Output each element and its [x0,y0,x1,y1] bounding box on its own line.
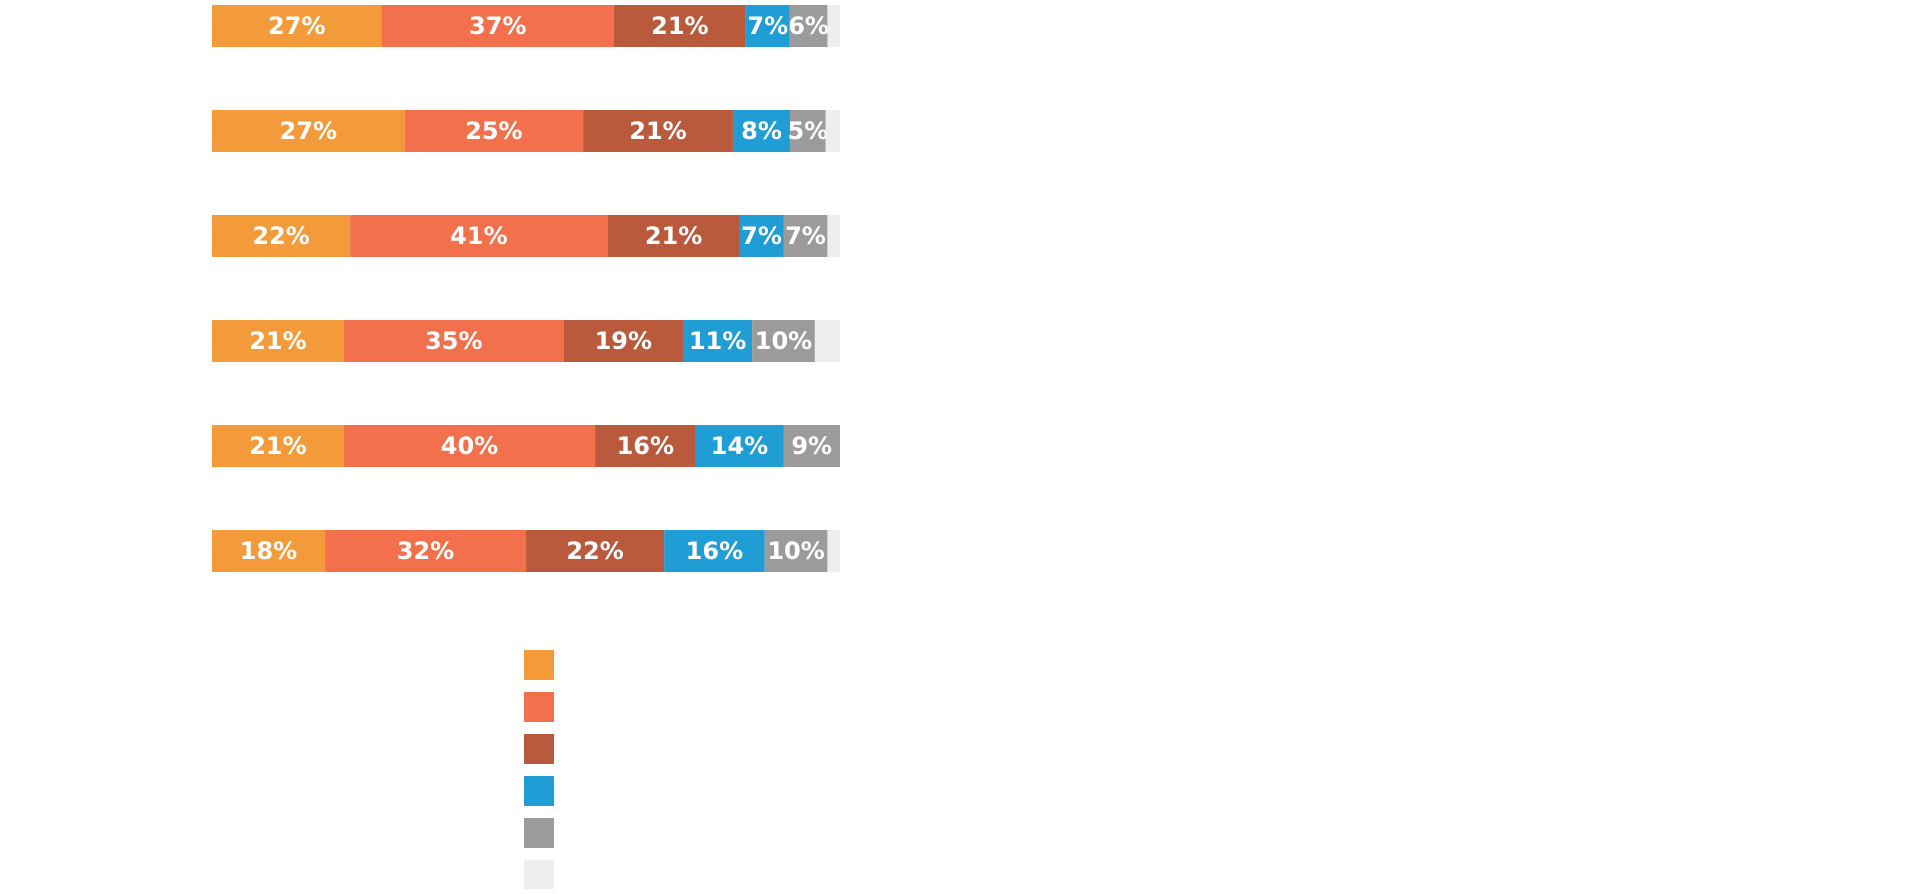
bar-segment [664,530,765,572]
bar-segment [613,5,746,47]
legend-swatch [524,776,554,806]
bar-segment [739,215,784,257]
bar-row: 18% 32% 22% 16% 10% [212,530,840,572]
data-label: 11% [689,327,746,355]
bar-row: 22% 41% 21% 7% 7% [212,215,840,257]
bar-segment [783,215,828,257]
bar-segment [789,5,828,47]
bar-row: 21% 40% 16% 14% 9% [212,425,840,467]
bar-segment [212,5,382,47]
bar-row: 27% 37% 21% 7% 6% [212,5,840,47]
bar-row: 27% 25% 21% 8% 5% [212,110,840,152]
legend-swatch [524,650,554,680]
data-label: 21% [249,327,306,355]
data-label: 27% [280,117,337,145]
data-label: 25% [465,117,522,145]
bar-segment [764,530,828,572]
data-label: 27% [268,12,325,40]
data-label: 9% [791,432,832,460]
bar-segment [212,320,344,362]
data-label: 14% [711,432,768,460]
bar-segment [752,320,815,362]
data-label: 5% [788,117,829,145]
data-label: 10% [767,537,824,565]
data-label: 35% [425,327,482,355]
data-label: 32% [397,537,454,565]
bar-segment [745,5,790,47]
bar-segment [683,320,753,362]
data-label: 21% [651,12,708,40]
bar-segment [212,110,405,152]
bar-segment [783,425,840,467]
bar-segment [212,425,344,467]
bar-segment [325,530,526,572]
bar-segment [381,5,614,47]
data-label: 21% [249,432,306,460]
data-label: 37% [469,12,526,40]
data-label: 41% [450,222,507,250]
bar-segment [343,425,596,467]
data-label: 8% [741,117,782,145]
data-label: 6% [788,12,829,40]
data-label: 7% [741,222,782,250]
bar-segment [212,530,326,572]
bar-segment [343,320,564,362]
bar-segment [732,110,791,152]
legend-swatch [524,692,554,722]
data-label: 22% [566,537,623,565]
bar-segment [563,320,683,362]
legend-swatch [524,818,554,848]
bar-segment [695,425,784,467]
data-label: 19% [595,327,652,355]
data-label: 16% [686,537,743,565]
bar-segment [607,215,740,257]
bar-segment [583,110,733,152]
bar-segment [790,110,826,152]
bar-segment [825,110,840,152]
bar-segment [212,215,351,257]
legend-swatch [524,734,554,764]
bar-row: 21% 35% 19% 11% 10% [212,320,840,362]
data-label: 7% [747,12,788,40]
data-label: 7% [785,222,826,250]
bar-segment [827,215,840,257]
bar-segment [827,530,840,572]
data-label: 10% [755,327,812,355]
bar-segment [404,110,584,152]
data-label: 40% [441,432,498,460]
data-label: 18% [240,537,297,565]
data-label: 21% [629,117,686,145]
bar-segment [814,320,840,362]
data-label: 22% [252,222,309,250]
bar-segment [827,5,840,47]
bar-segment [595,425,696,467]
bar-segment [526,530,665,572]
data-label: 16% [617,432,674,460]
data-label: 21% [645,222,702,250]
bar-segment [350,215,608,257]
legend-swatch [524,860,554,890]
